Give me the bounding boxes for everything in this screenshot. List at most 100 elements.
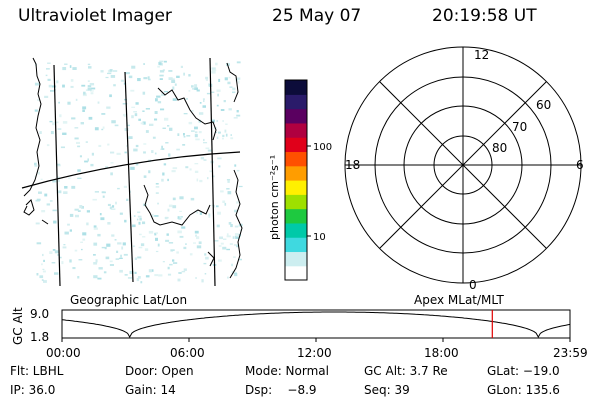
emission-speckle	[217, 157, 222, 160]
emission-speckle	[158, 274, 163, 277]
emission-speckle	[189, 253, 193, 256]
emission-speckle	[114, 239, 117, 241]
emission-speckle	[35, 222, 40, 225]
emission-speckle	[169, 263, 173, 266]
colorbar-bands	[285, 80, 307, 281]
emission-speckle	[135, 162, 139, 166]
polar-diagonal-2	[379, 81, 547, 249]
emission-speckle	[138, 246, 143, 249]
emission-speckle	[97, 101, 100, 104]
emission-speckle	[131, 106, 135, 108]
emission-speckle	[186, 135, 191, 137]
emission-speckle	[81, 84, 86, 87]
emission-speckle	[41, 210, 46, 213]
emission-speckle	[177, 133, 180, 136]
emission-speckle	[199, 212, 203, 215]
emission-speckle	[233, 244, 239, 246]
emission-speckle	[137, 211, 141, 214]
emission-speckle	[167, 125, 170, 127]
emission-speckle	[110, 172, 113, 176]
emission-speckle	[106, 106, 111, 109]
emission-speckle	[228, 108, 232, 111]
emission-speckle	[199, 102, 202, 104]
grid-lines	[21, 57, 241, 287]
emission-speckle	[117, 187, 120, 190]
emission-speckle	[93, 275, 98, 279]
emission-speckle	[220, 109, 225, 111]
emission-speckle	[143, 63, 145, 65]
emission-speckle	[77, 169, 81, 172]
emission-speckle	[93, 262, 98, 265]
emission-speckle	[165, 239, 170, 242]
emission-speckle	[154, 152, 157, 155]
emission-speckle	[232, 236, 235, 239]
emission-speckle	[222, 120, 224, 122]
emission-speckle	[211, 70, 216, 74]
colorbar-unit-label: photon cm⁻²s⁻¹	[268, 155, 281, 240]
emission-speckle	[112, 205, 115, 208]
emission-speckle	[74, 127, 79, 129]
emission-speckle	[122, 114, 125, 116]
emission-speckle	[160, 108, 165, 111]
emission-speckle	[77, 145, 81, 148]
emission-speckle	[167, 266, 170, 270]
emission-speckle	[131, 115, 134, 119]
emission-speckle	[180, 65, 183, 68]
emission-speckle	[183, 136, 186, 138]
emission-speckle	[159, 78, 163, 80]
emission-speckle	[38, 191, 42, 194]
emission-speckle	[235, 236, 239, 239]
emission-speckle	[106, 243, 111, 247]
colorbar-band	[285, 208, 307, 224]
emission-speckle	[56, 163, 61, 165]
emission-speckle	[180, 216, 183, 218]
emission-speckle	[124, 219, 127, 223]
emission-speckle	[168, 153, 171, 157]
emission-speckle	[220, 242, 224, 245]
emission-speckle	[77, 276, 80, 279]
emission-speckle	[215, 62, 218, 66]
emission-speckle	[147, 78, 151, 81]
emission-speckle	[87, 158, 89, 162]
xtick-label-1200: 12:00	[297, 346, 332, 360]
emission-speckle	[94, 127, 99, 131]
emission-speckle	[62, 84, 65, 88]
central-coastline	[143, 184, 211, 226]
emission-speckle	[232, 91, 236, 94]
emission-speckle	[171, 78, 175, 82]
emission-speckle	[113, 70, 118, 72]
emission-speckle	[161, 93, 165, 96]
emission-speckle	[119, 257, 123, 259]
emission-speckle	[90, 92, 94, 95]
emission-speckle	[62, 121, 68, 124]
meridian-2	[124, 71, 134, 283]
ip-field: IP: 36.0	[10, 383, 56, 397]
emission-speckle	[47, 62, 51, 64]
emission-speckle	[72, 267, 76, 270]
emission-speckle	[216, 104, 219, 107]
emission-speckle	[133, 148, 138, 152]
emission-speckle	[177, 230, 182, 234]
emission-speckle	[201, 279, 204, 283]
emission-speckle	[74, 208, 79, 211]
emission-speckle	[109, 264, 114, 266]
emission-speckle	[42, 268, 45, 270]
emission-speckle	[101, 113, 106, 115]
altitude-frame	[61, 309, 571, 339]
emission-speckle	[121, 246, 124, 250]
emission-speckle	[154, 232, 157, 236]
small-coast-fragment	[41, 219, 49, 225]
emission-speckle	[194, 230, 199, 234]
emission-speckle	[227, 179, 230, 183]
emission-speckle	[179, 210, 182, 212]
emission-speckle	[234, 209, 237, 213]
emission-speckle	[218, 131, 221, 134]
emission-speckle	[46, 68, 50, 70]
emission-speckle	[80, 122, 84, 125]
emission-speckle	[110, 151, 115, 154]
emission-speckle	[70, 85, 74, 88]
altitude-plot: GC Alt 9.0 1.8 00:00 06:00 12:00 18:00 2…	[11, 307, 588, 360]
emission-speckle	[143, 143, 147, 145]
emission-speckle	[164, 91, 168, 93]
emission-speckle	[236, 77, 241, 80]
